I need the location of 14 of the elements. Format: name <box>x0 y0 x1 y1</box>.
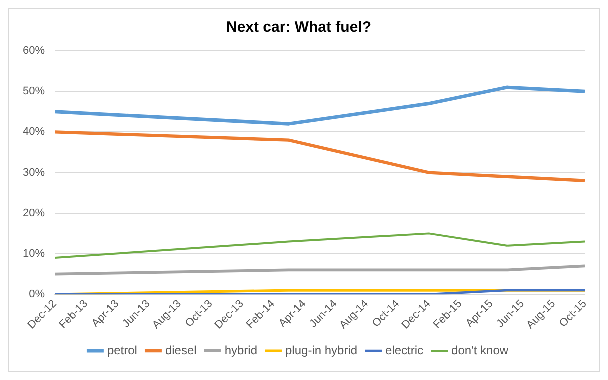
y-tick-label: 0% <box>29 288 46 301</box>
y-tick-label: 20% <box>22 207 46 220</box>
legend-label: plug-in hybrid <box>286 343 358 358</box>
legend-label: diesel <box>165 343 197 358</box>
legend-label: don't know <box>452 343 509 358</box>
legend-label: electric <box>386 343 424 358</box>
y-tick-label: 30% <box>22 166 46 179</box>
chart-title: Next car: What fuel? <box>226 19 372 36</box>
y-tick-label: 60% <box>22 45 46 58</box>
y-tick-label: 40% <box>22 126 46 138</box>
y-tick-label: 50% <box>22 86 46 98</box>
legend-label: petrol <box>107 343 138 358</box>
legend-label: hybrid <box>224 343 258 358</box>
y-tick-label: 10% <box>22 248 46 260</box>
